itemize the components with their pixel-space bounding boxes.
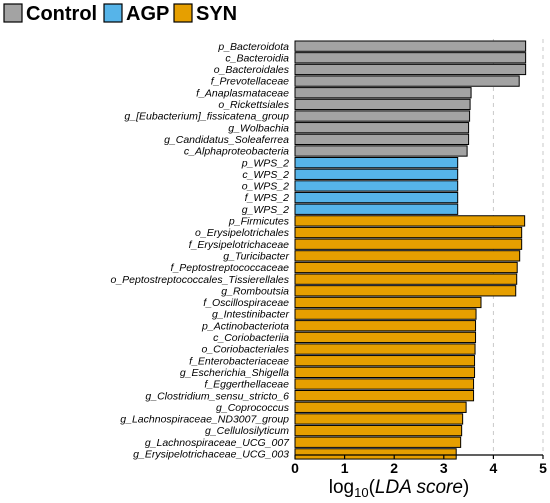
- x-tick-label: 3: [440, 460, 448, 476]
- legend-swatch-syn: [173, 3, 193, 23]
- bar: [294, 122, 470, 134]
- legend-label-syn: SYN: [196, 3, 237, 25]
- legend: Control AGP SYN: [3, 3, 237, 25]
- bar: [294, 63, 527, 76]
- bar: [294, 98, 471, 111]
- legend-label-control: Control: [26, 3, 97, 25]
- bar: [294, 273, 518, 285]
- bar: [294, 157, 459, 169]
- taxon-label: g_Intestinibacter: [212, 309, 290, 321]
- bar: [294, 436, 462, 448]
- bar: [294, 424, 463, 437]
- taxon-label: g_Clostridium_sensu_stricto_6: [145, 390, 289, 402]
- taxon-label: o_Coriobacteriales: [201, 344, 289, 356]
- bar: [294, 308, 477, 320]
- taxon-label: c_Bacteroidia: [225, 52, 289, 64]
- bar: [294, 296, 482, 309]
- x-tick-label: 0: [291, 460, 299, 476]
- bar: [294, 378, 475, 390]
- bar: [294, 366, 476, 379]
- bar: [294, 52, 527, 64]
- legend-swatch-agp: [103, 3, 123, 23]
- taxon-label: f_Anaplasmataceae: [196, 87, 289, 99]
- taxon-label: g_Coprococcus: [216, 402, 290, 414]
- bar: [294, 110, 471, 122]
- bar: [294, 40, 527, 52]
- bar: [294, 285, 517, 297]
- x-tick-label: 1: [341, 460, 349, 476]
- bar: [294, 413, 464, 425]
- taxon-label: p_Actinobacteriota: [201, 320, 289, 332]
- taxon-label: f_Oscillospiraceae: [203, 297, 289, 309]
- taxon-label: g_Cellulosilyticum: [205, 425, 289, 437]
- bar: [294, 390, 475, 402]
- taxon-label: o_Rickettsiales: [218, 99, 289, 111]
- bar: [294, 215, 526, 227]
- bar: [294, 238, 523, 250]
- taxon-label: f_Prevotellaceae: [211, 76, 289, 88]
- bar: [294, 168, 459, 180]
- bar: [294, 331, 477, 344]
- taxon-label: p_WPS_2: [241, 157, 289, 169]
- bar: [294, 203, 459, 215]
- taxon-label: f_Eggerthellaceae: [204, 379, 289, 391]
- taxon-label: g_Candidatus_Soleaferrea: [164, 134, 289, 146]
- bar: [294, 87, 472, 99]
- taxon-label: f_Enterobacteriaceae: [189, 355, 289, 367]
- legend-label-agp: AGP: [126, 3, 169, 25]
- bar: [294, 145, 468, 157]
- taxon-label: c_WPS_2: [242, 169, 289, 181]
- taxon-label: o_Erysipelotrichales: [195, 227, 290, 239]
- taxon-label: g_Escherichia_Shigella: [180, 367, 289, 379]
- taxon-label: g_Lachnospiraceae_UCG_007: [145, 437, 290, 449]
- bar: [294, 133, 470, 145]
- taxon-label: g_Turicibacter: [223, 250, 289, 262]
- taxon-label: o_Peptostreptococcales_Tissierellales: [111, 274, 290, 286]
- legend-swatch-control: [3, 3, 23, 23]
- taxon-label: p_Bacteroidota: [217, 41, 289, 53]
- taxon-label: f_Peptostreptococcaceae: [171, 262, 290, 274]
- taxon-label: o_WPS_2: [242, 181, 289, 193]
- bar: [294, 355, 476, 367]
- bar: [294, 343, 476, 355]
- bar: [294, 75, 520, 87]
- bar: [294, 250, 521, 262]
- bar: [294, 401, 467, 413]
- x-tick-label: 4: [490, 460, 498, 476]
- taxon-labels: p_Bacteroidotac_Bacteroidiao_Bacteroidal…: [111, 41, 291, 461]
- x-axis-label: log10(LDA score): [329, 477, 469, 500]
- taxon-label: f_WPS_2: [245, 192, 290, 204]
- taxon-label: f_Erysipelotrichaceae: [189, 239, 290, 251]
- bar: [294, 191, 459, 204]
- x-tick-label: 2: [390, 460, 398, 476]
- taxon-label: g_Lachnospiraceae_ND3007_group: [120, 414, 289, 426]
- taxon-label: g_[Eubacterium]_fissicatena_group: [124, 111, 289, 123]
- bar: [294, 261, 518, 274]
- taxon-label: g_Romboutsia: [221, 285, 289, 297]
- taxon-label: p_Firmicutes: [228, 216, 290, 228]
- bar: [294, 448, 457, 460]
- x-tick-label: 5: [539, 460, 547, 476]
- taxon-label: g_Erysipelotrichaceae_UCG_003: [133, 449, 289, 461]
- bar: [294, 180, 459, 192]
- taxon-label: o_Bacteroidales: [214, 64, 290, 76]
- bars: [294, 40, 527, 460]
- x-axis: 0 1 2 3 4 5: [291, 454, 547, 476]
- taxon-label: g_Wolbachia: [228, 122, 289, 134]
- bar: [294, 320, 477, 332]
- bar: [294, 226, 523, 239]
- taxon-label: c_Alphaproteobacteria: [184, 146, 289, 158]
- taxon-label: g_WPS_2: [242, 204, 289, 216]
- taxon-label: c_Coriobacteriia: [213, 332, 289, 344]
